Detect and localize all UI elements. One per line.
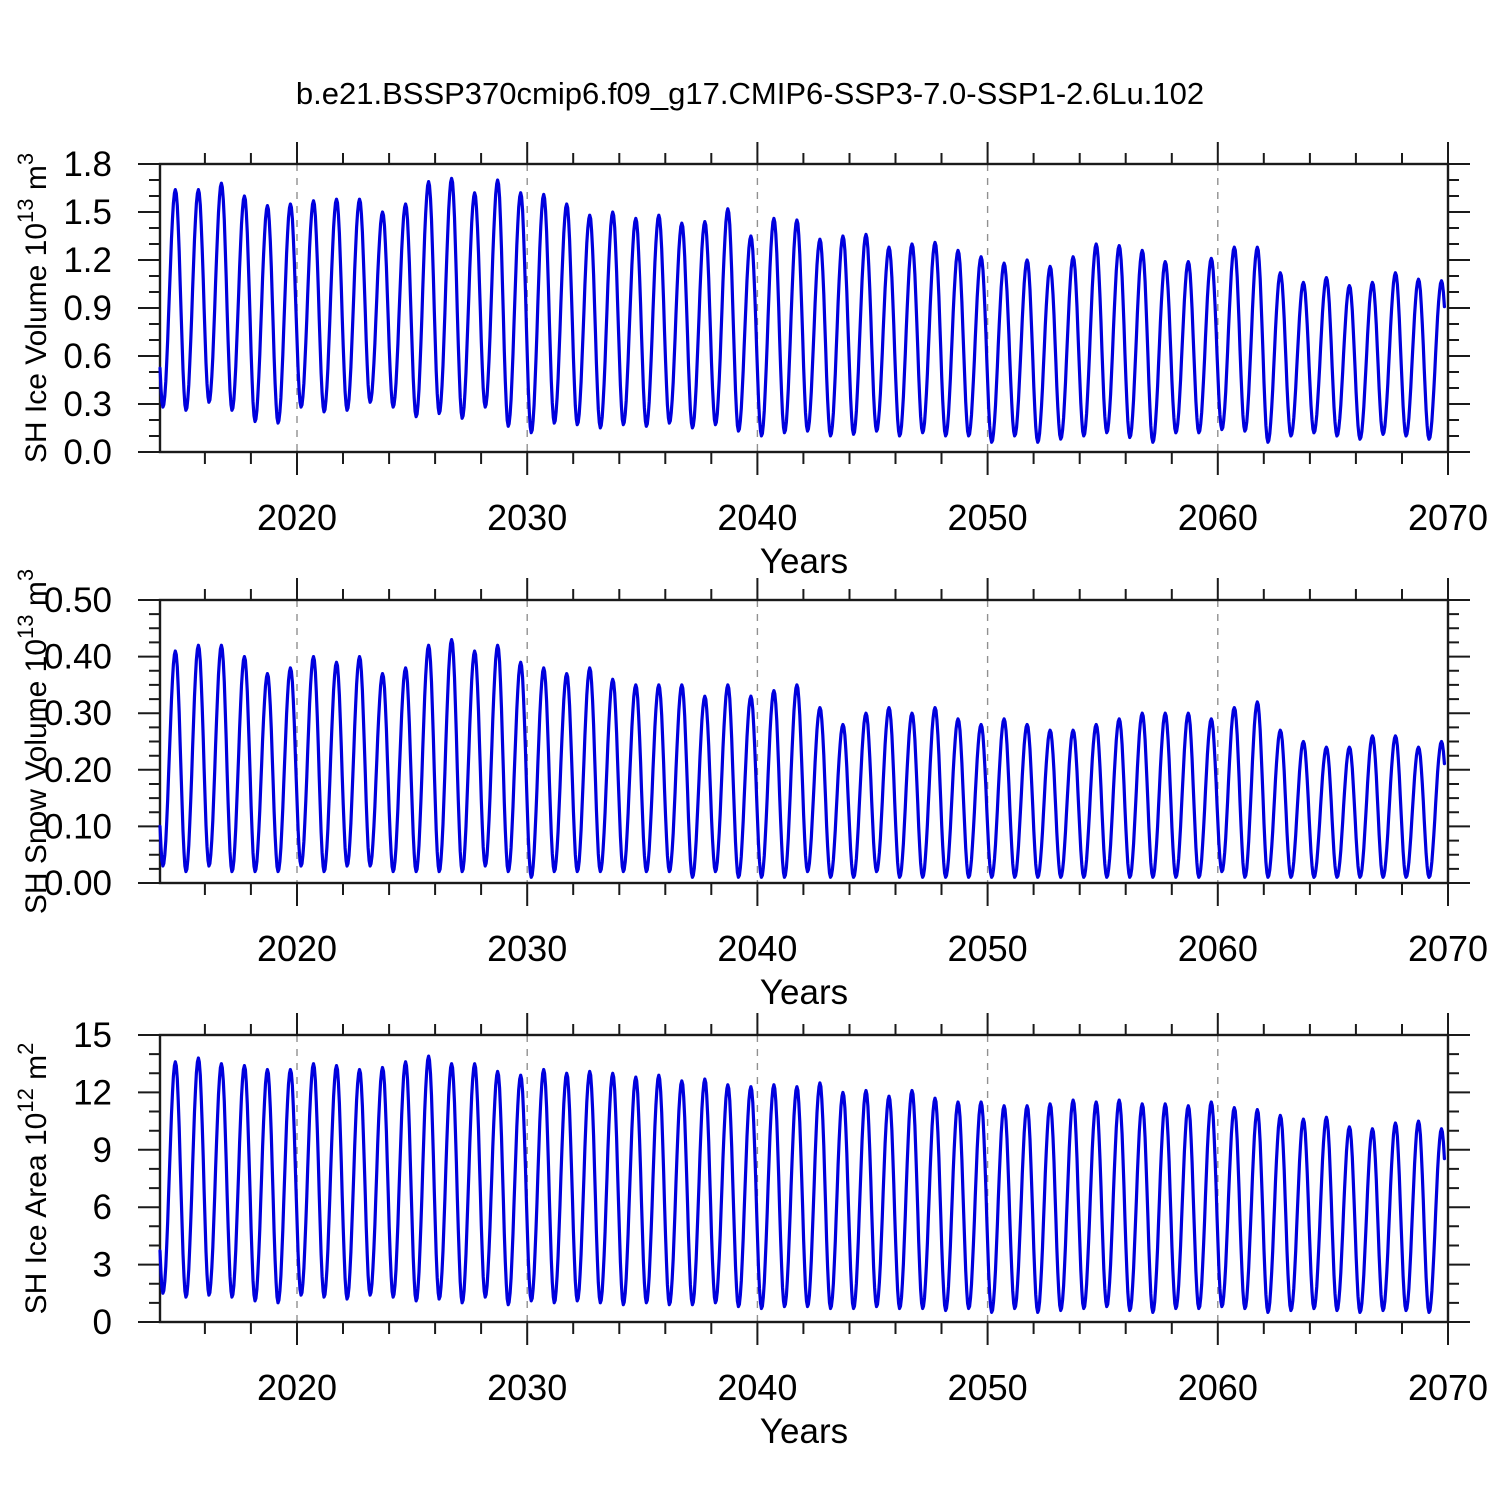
panel-ice-volume: 0.0 0.3 0.6 0.9 1.2 1.5 1.8 2020 2030 2040 2050 206…	[13, 142, 1488, 581]
y-tick-label: 1.2	[63, 241, 112, 280]
y-tick-label: 0.00	[44, 864, 112, 903]
plot-title: b.e21.BSSP370cmip6.f09_g17.CMIP6-SSP3-7.…	[295, 76, 1205, 111]
y-tick-label: 1.8	[63, 145, 112, 184]
axis-ticks	[138, 578, 1470, 906]
x-tick-label: 2070	[1408, 1367, 1488, 1408]
x-tick-label: 2050	[948, 928, 1028, 969]
x-tick-label: 2040	[717, 928, 797, 969]
y-tick-label: 0.6	[63, 337, 112, 376]
y-tick-label: 6	[93, 1188, 112, 1227]
x-tick-label: 2040	[717, 1367, 797, 1408]
x-tick-label: 2020	[257, 1367, 337, 1408]
x-tick-label: 2060	[1178, 1367, 1258, 1408]
axis-ticks	[138, 1013, 1470, 1345]
y-tick-label: 0.40	[44, 638, 112, 677]
x-tick-label: 2020	[257, 928, 337, 969]
x-tick-label: 2040	[717, 497, 797, 538]
x-tick-label: 2050	[948, 1367, 1028, 1408]
ice-area-line	[158, 1054, 1447, 1315]
ice-area-ylabel: SH Ice Area 1012 m2	[13, 1043, 53, 1315]
y-tick-label: 0.0	[63, 433, 112, 472]
x-tick-label: 2030	[487, 1367, 567, 1408]
panel-snow-volume: 0.00 0.10 0.20 0.30 0.40 0.50 2020 2030 2040 2050…	[13, 569, 1488, 1012]
y-tick-label: 15	[73, 1016, 112, 1055]
ice-volume-ylabel: SH Ice Volume 1013 m3	[13, 153, 53, 463]
y-tick-label: 0.10	[44, 807, 112, 846]
y-tick-label: 0.30	[44, 694, 112, 733]
y-tick-label: 0.9	[63, 289, 112, 328]
x-tick-label: 2060	[1178, 928, 1258, 969]
panel-ice-area: 0 3 6 9 12 15 2020 2030 2040 2050 2060 2070 Years SH …	[13, 1013, 1488, 1451]
snow-volume-line	[158, 637, 1447, 879]
x-tick-label: 2070	[1408, 497, 1488, 538]
x-tick-label: 2060	[1178, 497, 1258, 538]
x-tick-label: 2030	[487, 497, 567, 538]
y-tick-label: 0.50	[44, 581, 112, 620]
x-axis-title: Years	[760, 1412, 848, 1451]
y-tick-label: 0	[93, 1303, 112, 1342]
y-tick-label: 9	[93, 1131, 112, 1170]
axis-ticks	[138, 142, 1470, 475]
snow-volume-ylabel: SH Snow Volume 1013 m3	[13, 569, 53, 914]
y-tick-label: 0.20	[44, 751, 112, 790]
ice-volume-line	[158, 176, 1447, 444]
x-axis-title: Years	[760, 973, 848, 1012]
x-tick-label: 2030	[487, 928, 567, 969]
x-tick-label: 2070	[1408, 928, 1488, 969]
x-axis-title: Years	[760, 542, 848, 581]
y-tick-label: 0.3	[63, 385, 112, 424]
y-tick-label: 12	[73, 1073, 112, 1112]
x-tick-label: 2050	[948, 497, 1028, 538]
x-tick-label: 2020	[257, 497, 337, 538]
y-tick-label: 3	[93, 1246, 112, 1285]
y-tick-label: 1.5	[63, 193, 112, 232]
